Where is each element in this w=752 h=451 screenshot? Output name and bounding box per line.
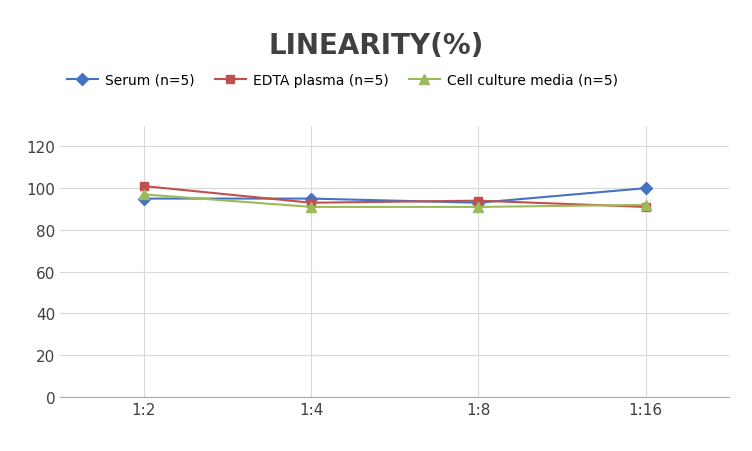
Serum (n=5) bbox=[307, 197, 316, 202]
EDTA plasma (n=5) bbox=[641, 205, 650, 210]
EDTA plasma (n=5) bbox=[474, 198, 483, 204]
Cell culture media (n=5) bbox=[474, 205, 483, 210]
Cell culture media (n=5) bbox=[307, 205, 316, 210]
Line: Cell culture media (n=5): Cell culture media (n=5) bbox=[139, 190, 650, 212]
Line: EDTA plasma (n=5): EDTA plasma (n=5) bbox=[140, 183, 650, 212]
Cell culture media (n=5) bbox=[139, 192, 148, 198]
Line: Serum (n=5): Serum (n=5) bbox=[140, 184, 650, 207]
Serum (n=5) bbox=[474, 201, 483, 206]
Serum (n=5) bbox=[641, 186, 650, 191]
Serum (n=5) bbox=[139, 197, 148, 202]
EDTA plasma (n=5) bbox=[139, 184, 148, 189]
Text: LINEARITY(%): LINEARITY(%) bbox=[268, 32, 484, 60]
Legend: Serum (n=5), EDTA plasma (n=5), Cell culture media (n=5): Serum (n=5), EDTA plasma (n=5), Cell cul… bbox=[67, 74, 617, 87]
Cell culture media (n=5) bbox=[641, 202, 650, 208]
EDTA plasma (n=5) bbox=[307, 201, 316, 206]
